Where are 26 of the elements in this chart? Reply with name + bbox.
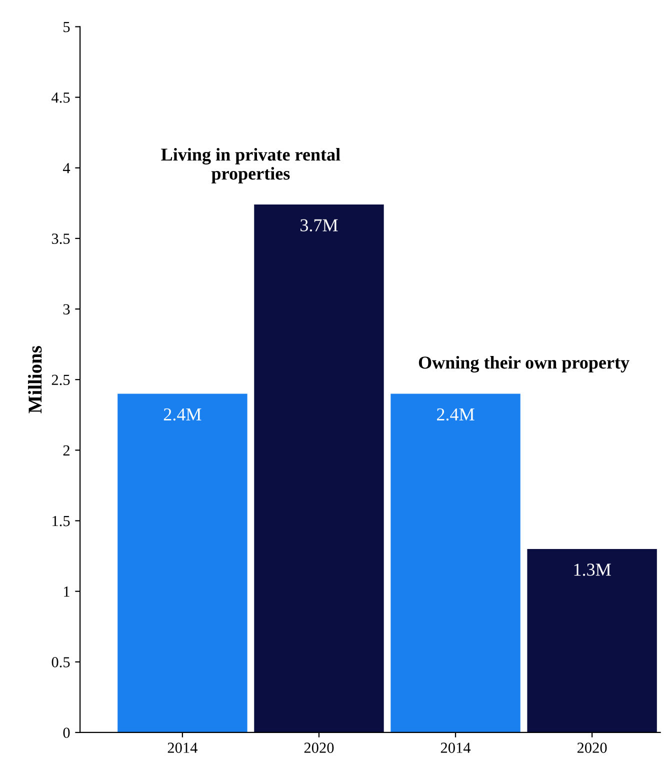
y-tick-label: 4	[62, 163, 70, 174]
bar	[390, 394, 520, 732]
y-tick-label: 3	[63, 304, 70, 314]
annotation: Living in private rental properties	[161, 148, 340, 184]
x-tick-label: 2020	[577, 742, 607, 753]
bar	[118, 394, 248, 732]
data-label: 2.4M	[437, 408, 474, 421]
y-tick-label: 3.5	[52, 234, 70, 244]
y-tick-label: 0.5	[52, 657, 70, 668]
x-tick-label: 2020	[304, 742, 334, 753]
y-tick-label: 2.5	[52, 374, 70, 386]
y-tick-label: 4.5	[52, 92, 70, 103]
x-tick-label: 2014	[440, 742, 471, 753]
data-label: 1.3M	[574, 564, 611, 576]
data-label: 3.7M	[300, 219, 338, 232]
bar	[254, 204, 384, 732]
y-tick-label: 1	[64, 586, 70, 597]
y-tick-label: 1.5	[52, 516, 70, 526]
y-tick-label: 0	[63, 728, 70, 738]
y-axis-title: Millions	[28, 346, 42, 414]
y-tick-label: 5	[64, 22, 70, 32]
data-label: 2.4M	[164, 408, 202, 421]
bar	[527, 548, 657, 732]
annotation: Owning their own property	[418, 356, 630, 373]
x-tick-label: 2014	[168, 742, 198, 753]
y-tick-label: 2	[63, 445, 70, 456]
